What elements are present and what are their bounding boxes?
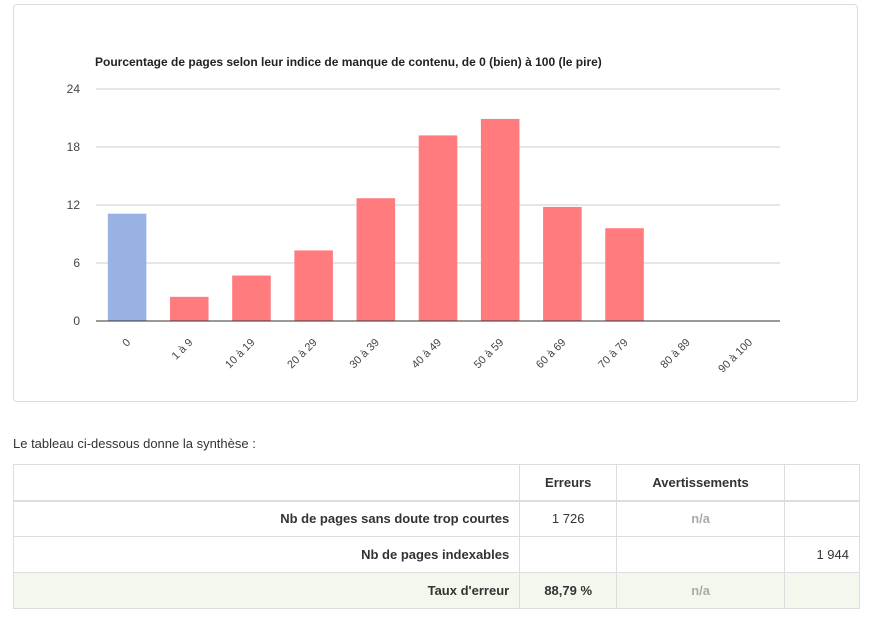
header-extra xyxy=(784,464,860,502)
table-row: Nb de pages sans doute trop courtes 1 72… xyxy=(12,500,860,537)
header-empty xyxy=(12,464,521,502)
bar-3 xyxy=(294,250,333,321)
warnings-value: n/a xyxy=(616,572,786,609)
extra-value xyxy=(784,572,860,609)
bar-5 xyxy=(418,135,458,321)
extra-value: 1 944 xyxy=(784,536,860,573)
y-tick-label: 12 xyxy=(67,198,81,212)
y-tick-label: 18 xyxy=(67,140,81,154)
table-row-total: Taux d'erreur 88,79 % n/a xyxy=(12,572,860,609)
x-tick-label: 40 à 49 xyxy=(410,337,444,371)
y-tick-label: 0 xyxy=(73,314,80,328)
bar-2 xyxy=(232,275,271,321)
errors-value: 88,79 % xyxy=(519,572,618,609)
row-label: Nb de pages indexables xyxy=(12,536,521,573)
header-errors: Erreurs xyxy=(519,464,618,502)
bar-6 xyxy=(480,118,520,321)
table-header-row: Erreurs Avertissements xyxy=(12,464,860,502)
row-label: Nb de pages sans doute trop courtes xyxy=(12,500,521,537)
intro-text: Le tableau ci-dessous donne la synthèse … xyxy=(13,436,256,451)
y-tick-label: 24 xyxy=(67,82,81,96)
y-tick-label: 6 xyxy=(73,256,80,270)
errors-value: 1 726 xyxy=(519,500,618,537)
bar-chart: Pourcentage de pages selon leur indice d… xyxy=(67,55,780,376)
bar-8 xyxy=(605,228,644,321)
bar-0 xyxy=(107,213,147,321)
table-row: Nb de pages indexables 1 944 xyxy=(12,536,860,573)
x-tick-label: 30 à 39 xyxy=(348,337,382,371)
x-tick-label: 90 à 100 xyxy=(716,337,755,376)
x-tick-label: 20 à 29 xyxy=(285,337,319,371)
extra-value xyxy=(784,500,860,537)
header-warnings: Avertissements xyxy=(616,464,786,502)
summary-table: Erreurs Avertissements Nb de pages sans … xyxy=(12,464,860,609)
x-tick-label: 50 à 59 xyxy=(472,337,506,371)
warnings-value: n/a xyxy=(616,500,786,537)
x-tick-label: 1 à 9 xyxy=(170,337,196,363)
x-tick-label: 60 à 69 xyxy=(534,337,568,371)
chart-title: Pourcentage de pages selon leur indice d… xyxy=(95,55,602,69)
errors-value xyxy=(519,536,618,573)
x-tick-label: 10 à 19 xyxy=(223,337,257,371)
x-tick-label: 80 à 89 xyxy=(658,337,692,371)
x-tick-label: 0 xyxy=(120,337,133,350)
chart-card: Pourcentage de pages selon leur indice d… xyxy=(13,4,858,402)
row-label: Taux d'erreur xyxy=(12,572,521,609)
bar-7 xyxy=(543,206,582,321)
bar-1 xyxy=(169,296,209,321)
x-tick-label: 70 à 79 xyxy=(596,337,630,371)
bar-4 xyxy=(356,198,396,321)
warnings-value xyxy=(616,536,786,573)
